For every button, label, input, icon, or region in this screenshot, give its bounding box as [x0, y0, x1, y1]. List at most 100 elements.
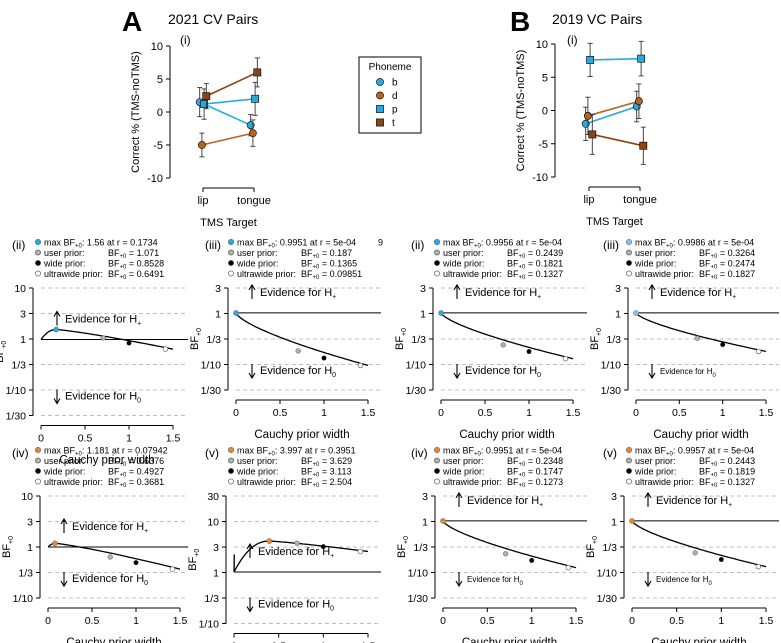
ultrawide-prior-point — [162, 346, 169, 352]
user-prior-point — [692, 550, 698, 556]
y-tick-label: 3 — [27, 517, 33, 529]
legend-prior-bf: BF+0 = 0.1827 — [699, 269, 755, 281]
legend-max-dot — [434, 447, 441, 454]
legend-max-dot — [35, 238, 42, 245]
arrow-head — [644, 491, 652, 499]
user-prior-point — [100, 335, 106, 341]
legend-prior-label: ultrawide prior: — [44, 269, 103, 279]
y-tick-label: 1 — [615, 309, 621, 321]
y-tick-label: 3 — [615, 283, 621, 295]
legend-prior-dot — [626, 249, 632, 256]
legend-prior-label: user prior: — [443, 456, 484, 466]
x-tick-label: 1 — [526, 407, 532, 419]
data-point-t — [639, 141, 648, 150]
legend-prior-label: ultrawide prior: — [44, 477, 103, 487]
max-bf-point — [53, 326, 60, 333]
x-axis-label: Cauchy prior width — [254, 429, 349, 441]
series-line-b — [199, 101, 252, 126]
legend-prior-dot — [35, 468, 41, 474]
x-tick-label: 0 — [231, 641, 237, 643]
x-axis-label: Cauchy prior width — [59, 455, 154, 467]
data-point-d — [584, 111, 592, 120]
x-tick-label: 1.5 — [173, 615, 188, 627]
legend-prior-dot — [35, 260, 41, 266]
ultrawide-prior-point — [755, 563, 762, 570]
legend-prior-label: user prior: — [237, 456, 278, 466]
y-tick-label: 30 — [207, 491, 219, 503]
legend-prior-dot — [434, 478, 440, 485]
legend-prior-label: wide prior: — [236, 467, 279, 477]
legend-prior-label: wide prior: — [634, 259, 677, 269]
arrow-head — [248, 283, 256, 291]
legend-max-dot — [227, 238, 234, 245]
legend-max-dot — [626, 447, 633, 454]
x-axis-label: TMS Target — [200, 217, 257, 229]
legend-prior-dot — [35, 270, 41, 277]
legend-prior-label: wide prior: — [43, 259, 86, 269]
legend-prior-dot — [228, 260, 234, 266]
bf-curve — [235, 312, 369, 367]
y-tick-label: 1/10 — [199, 619, 220, 631]
x-tick-label: tongue — [623, 194, 657, 206]
x-axis-label: TMS Target — [586, 216, 643, 228]
legend-max-text: max BF+0: 1.181 at r = 0.07942 — [44, 446, 168, 458]
legend-label-t: t — [392, 118, 395, 129]
x-tick-label: 0 — [633, 407, 639, 419]
data-point-t — [202, 92, 211, 101]
x-tick-label: 1 — [321, 407, 327, 419]
legend-marker-b — [376, 78, 384, 86]
legend-max-text: max BF+0: 0.9986 at r = 5e-04 — [635, 238, 754, 250]
legend-prior-bf: BF+0 = 0.1327 — [699, 477, 755, 489]
y-axis-label: BF+0 — [1, 536, 15, 558]
y-tick-label: 1/3 — [206, 334, 221, 346]
user-prior-point — [694, 335, 700, 341]
legend-box — [358, 56, 422, 134]
legend-max-dot — [626, 238, 633, 245]
legend-label-b: b — [392, 78, 398, 89]
x-tick-label: 1 — [126, 433, 132, 445]
max-bf-point — [629, 518, 635, 524]
legend-max-dot — [227, 447, 234, 454]
y-axis-label: BF+0 — [189, 328, 203, 350]
legend-max-text: max BF+0: 3.997 at r = 0.3951 — [237, 446, 356, 458]
legend-prior-dot — [626, 270, 632, 277]
wide-prior-point — [529, 558, 535, 563]
x-tick-label: lip — [583, 194, 594, 206]
panel-b-letter: B — [510, 6, 530, 37]
y-tick-label: 1/3 — [606, 334, 621, 346]
x-tick-label: 1 — [320, 641, 326, 643]
legend-prior-dot — [35, 249, 41, 256]
bf-curve — [40, 328, 174, 350]
series-line-b — [585, 105, 637, 125]
bf-panel-sub: (iii) — [205, 238, 221, 252]
arrow-head — [648, 372, 656, 380]
legend-prior-label: user prior: — [635, 456, 676, 466]
y-tick-label: 1/30 — [597, 593, 618, 605]
user-prior-point — [503, 551, 509, 557]
arrow-head — [248, 372, 256, 380]
arrow-head — [246, 606, 254, 613]
ultrawide-prior-point — [357, 362, 364, 369]
evidence-h0-label: Evidence for H0 — [465, 365, 541, 379]
bf-panel-sub: (ii) — [12, 238, 25, 252]
wide-prior-point — [720, 342, 726, 347]
y-axis-label: Correct % (TMS-noTMS) — [515, 50, 527, 172]
panel-a-chart: 10 5 0 -5 -10 Correct % (TMS-noTMS) lip tongue T… — [130, 41, 271, 229]
legend-max-text: max BF+0: 0.9957 at r = 5e-04 — [635, 446, 754, 458]
arrow-head — [53, 398, 61, 405]
series-line-t — [205, 71, 258, 97]
data-point-p — [200, 100, 208, 108]
arrow-head — [453, 372, 461, 380]
data-point-p — [586, 56, 594, 64]
ultrawide-prior-point — [565, 564, 572, 571]
evidence-hplus-label: Evidence for H+ — [465, 287, 541, 301]
legend-label-p: p — [392, 105, 398, 116]
y-tick-label: 10 — [21, 491, 33, 503]
evidence-h0-label: Evidence for H0 — [72, 573, 148, 587]
legend-prior-bf: BF+0 = 0.09851 — [301, 269, 362, 281]
legend-prior-label: wide prior: — [236, 259, 279, 269]
